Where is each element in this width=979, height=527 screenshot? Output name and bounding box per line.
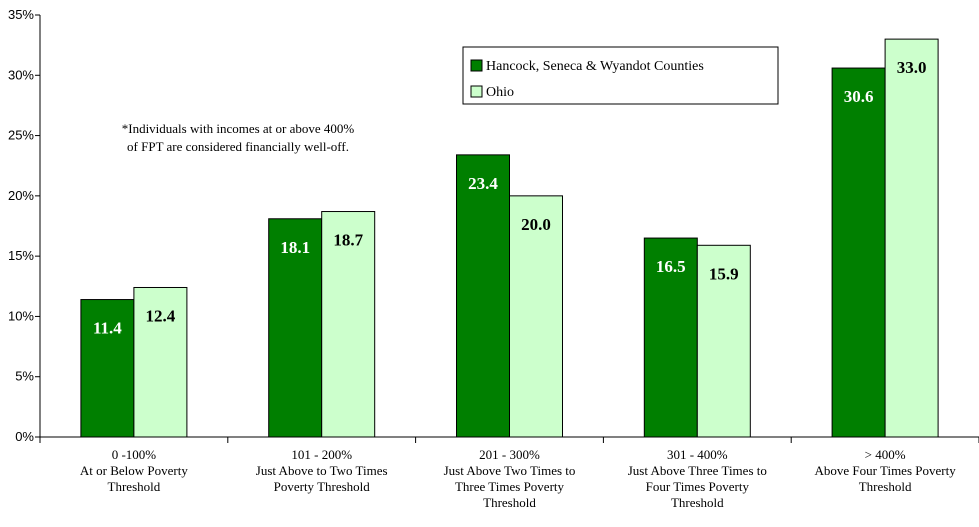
legend: Hancock, Seneca & Wyandot Counties Ohio — [462, 46, 779, 105]
bar-ohio — [321, 211, 376, 438]
data-label: 12.4 — [146, 306, 176, 325]
y-tick-label: 20% — [8, 188, 34, 203]
legend-label: Hancock, Seneca & Wyandot Counties — [486, 59, 704, 74]
data-label: 20.0 — [521, 215, 551, 234]
data-label: 23.4 — [468, 174, 498, 193]
y-tick-label: 0% — [15, 429, 34, 444]
data-label: 11.4 — [93, 319, 122, 338]
x-category-label: 301 - 400% Just Above Three Times to Four … — [628, 447, 767, 510]
x-category-label: 0 -100% At or Below Poverty Threshold — [80, 447, 188, 494]
y-tick-label: 10% — [8, 308, 34, 323]
y-tick-label: 5% — [15, 369, 34, 384]
legend-swatch — [470, 85, 483, 98]
annotation-text: *Individuals with incomes at or above 40… — [122, 121, 355, 154]
data-label: 16.5 — [656, 257, 686, 276]
bar-ohio — [133, 286, 188, 438]
legend-box — [462, 46, 779, 105]
data-label: 15.9 — [709, 264, 739, 283]
y-tick-label: 35% — [8, 7, 34, 22]
bar-ohio — [884, 38, 939, 438]
y-tick-label: 30% — [8, 67, 34, 82]
data-label: 33.0 — [897, 58, 927, 77]
annotation-note: *Individuals with incomes at or above 40… — [122, 121, 355, 154]
x-category-labels: 0 -100% At or Below Poverty Threshold 101 -… — [80, 447, 956, 510]
bar-ohio — [509, 195, 563, 438]
data-label: 18.1 — [280, 238, 310, 257]
bar-counties — [80, 299, 135, 438]
data-labels: 11.4 12.4 18.1 18.7 23.4 20.0 16.5 15.9 30.6 33.0 — [93, 58, 926, 337]
x-category-label: 201 - 300% Just Above Two Times to Three T… — [444, 447, 576, 510]
data-label: 18.7 — [333, 231, 363, 250]
bar-counties — [831, 67, 886, 438]
y-tick-label: 25% — [8, 128, 34, 143]
x-category-label: 101 - 200% Just Above to Two Times Poverty… — [256, 447, 388, 494]
legend-swatch — [470, 59, 483, 72]
x-category-label: > 400% Above Four Times Poverty Threshold — [814, 447, 956, 494]
legend-label: Ohio — [486, 85, 514, 100]
bars — [80, 38, 939, 438]
y-tick-label: 15% — [8, 248, 34, 263]
bar-counties — [456, 154, 510, 438]
bar-counties — [268, 218, 323, 438]
bar-ohio — [696, 244, 751, 438]
data-label: 30.6 — [844, 87, 874, 106]
y-tick-labels: 0% 5% 10% 15% 20% 25% 30% 35% — [8, 7, 34, 444]
bar-counties — [643, 237, 698, 438]
